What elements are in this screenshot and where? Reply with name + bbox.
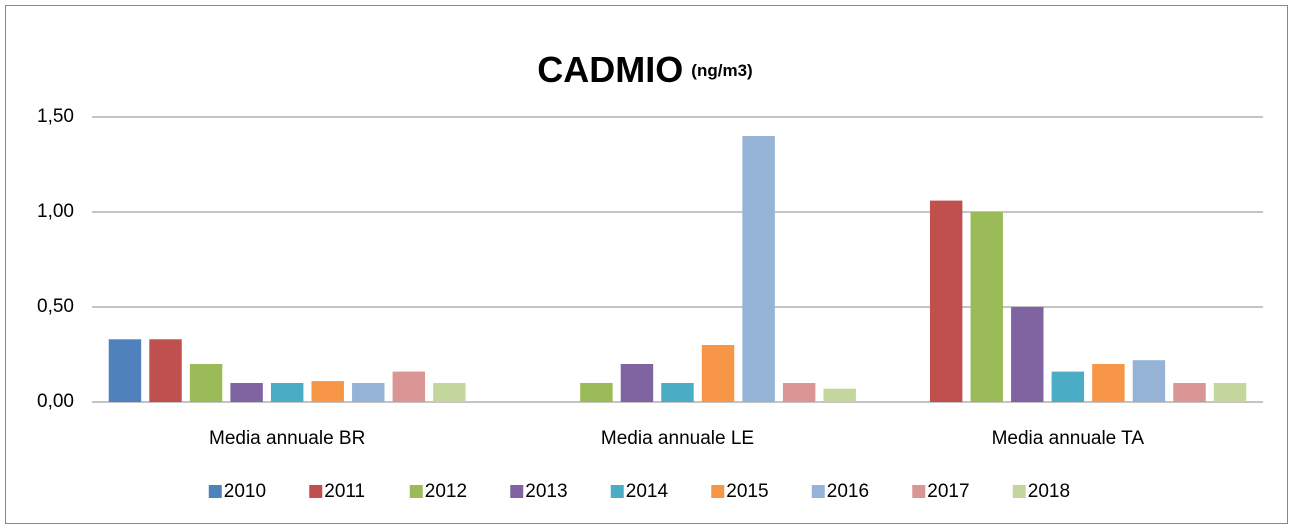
bar xyxy=(270,383,304,402)
legend-swatch xyxy=(510,485,524,498)
bar xyxy=(742,136,775,402)
legend-label: 2015 xyxy=(726,481,768,502)
bar xyxy=(970,212,1003,402)
bar xyxy=(782,383,816,402)
bar xyxy=(620,364,654,402)
bar xyxy=(1132,360,1166,402)
legend-label: 2014 xyxy=(626,481,669,502)
legend-label: 2018 xyxy=(1028,481,1070,502)
bar xyxy=(352,383,385,402)
chart-title: CADMIO xyxy=(537,49,683,90)
bar xyxy=(929,200,963,402)
bar xyxy=(580,383,613,402)
bar xyxy=(189,364,223,402)
legend-swatch xyxy=(208,485,222,498)
y-tick-label: 1,00 xyxy=(37,201,74,222)
bar xyxy=(661,383,694,402)
legend-swatch xyxy=(309,485,323,498)
bar xyxy=(823,388,856,402)
chart-title-group: CADMIO (ng/m3) xyxy=(537,49,752,90)
legend-label: 2012 xyxy=(425,481,467,502)
x-tick-label: Media annuale LE xyxy=(601,428,754,449)
legend-label: 2017 xyxy=(927,481,969,502)
bar xyxy=(392,371,426,402)
chart-subtitle: (ng/m3) xyxy=(691,61,752,80)
legend-swatch xyxy=(610,485,624,498)
bar xyxy=(1051,371,1085,402)
legend-swatch xyxy=(711,485,725,498)
legend-swatch xyxy=(912,485,926,498)
chart-border xyxy=(5,5,1288,524)
legend-label: 2016 xyxy=(827,481,869,502)
bar xyxy=(701,345,735,402)
y-tick-label: 0,50 xyxy=(37,296,74,317)
bar xyxy=(149,339,182,402)
bar xyxy=(108,339,142,402)
bar xyxy=(311,381,344,402)
legend-label: 2010 xyxy=(224,481,266,502)
bar xyxy=(1092,364,1125,402)
x-tick-label: Media annuale BR xyxy=(209,428,365,449)
legend-label: 2013 xyxy=(525,481,567,502)
x-tick-label: Media annuale TA xyxy=(992,428,1145,449)
bar xyxy=(1213,383,1247,402)
legend-label: 2011 xyxy=(324,481,365,502)
legend-swatch xyxy=(811,485,825,498)
bar xyxy=(230,383,263,402)
legend-swatch xyxy=(1012,485,1026,498)
bar xyxy=(1011,307,1044,402)
legend-swatch xyxy=(409,485,423,498)
bar xyxy=(1173,383,1206,402)
bar xyxy=(433,383,466,402)
y-tick-label: 1,50 xyxy=(37,106,74,127)
y-tick-label: 0,00 xyxy=(37,391,74,412)
